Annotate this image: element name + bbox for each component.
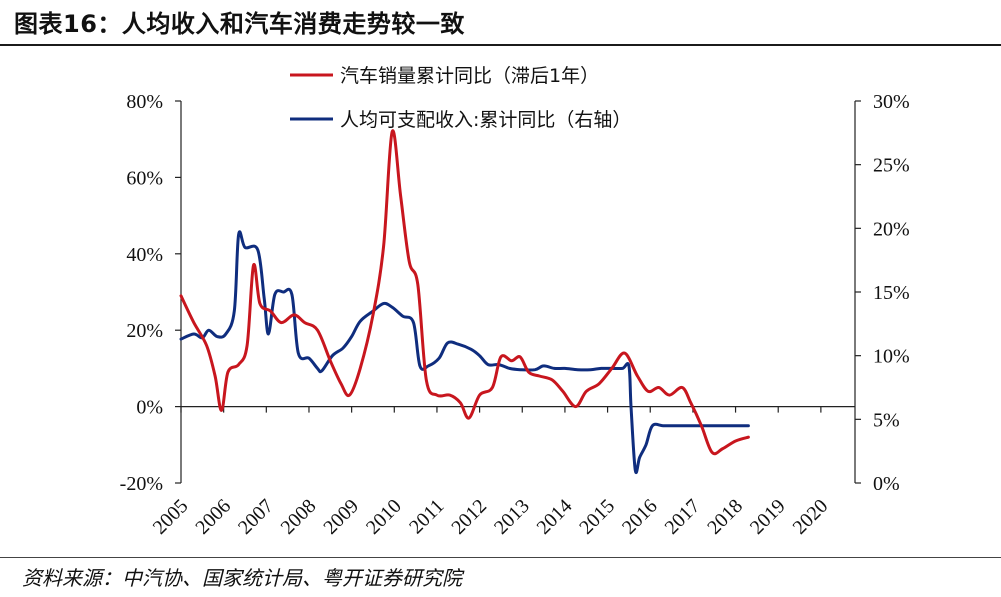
right-tick-label: 15%	[873, 282, 910, 304]
x-tick-label: 2008	[277, 495, 321, 539]
x-tick-label: 2014	[533, 495, 577, 539]
x-tick-label: 2019	[746, 495, 790, 539]
x-tick-label: 2009	[319, 495, 363, 539]
right-tick-label: 5%	[873, 409, 900, 431]
series-line-income	[179, 230, 750, 474]
x-tick-label: 2015	[575, 495, 619, 539]
axes-layer: -20% 0% 20% 40% 60% 80% 0% 5% 10% 15% 20% 25% 30% 200…	[120, 91, 910, 539]
series-layer	[179, 129, 750, 474]
right-tick-label: 0%	[873, 473, 900, 495]
x-tick-label: 2016	[618, 495, 662, 539]
x-tick-label: 2005	[149, 495, 193, 539]
legend-label: 人均可支配收入:累计同比（右轴）	[340, 109, 631, 131]
x-tick-label: 2018	[703, 495, 747, 539]
left-tick-label: 60%	[126, 167, 163, 189]
x-tick-label: 2017	[661, 495, 705, 539]
footer-divider	[0, 557, 1001, 558]
legend-label: 汽车销量累计同比（滞后1年）	[340, 65, 599, 87]
x-tick-label: 2006	[191, 495, 235, 539]
left-tick-label: 80%	[126, 91, 163, 113]
x-tick-label: 2020	[789, 495, 833, 539]
x-tick-label: 2013	[490, 495, 534, 539]
series-line-auto-sales	[179, 129, 750, 456]
x-tick-label: 2007	[234, 495, 278, 539]
right-tick-label: 30%	[873, 91, 910, 113]
x-tick-label: 2010	[362, 495, 406, 539]
left-tick-label: 20%	[126, 320, 163, 342]
figure-title: 图表16：人均收入和汽车消费走势较一致	[14, 10, 465, 38]
title-divider	[0, 44, 1001, 46]
left-tick-label: 40%	[126, 244, 163, 266]
right-tick-label: 25%	[873, 155, 910, 177]
right-tick-label: 20%	[873, 218, 910, 240]
legend: 汽车销量累计同比（滞后1年） 人均可支配收入:累计同比（右轴）	[290, 65, 631, 131]
source-note: 资料来源：中汽协、国家统计局、粤开证券研究院	[22, 566, 462, 590]
x-tick-label: 2011	[405, 495, 448, 538]
left-tick-label: 0%	[136, 397, 163, 419]
left-tick-label: -20%	[120, 473, 163, 495]
x-tick-label: 2012	[447, 495, 491, 539]
right-tick-label: 10%	[873, 346, 910, 368]
